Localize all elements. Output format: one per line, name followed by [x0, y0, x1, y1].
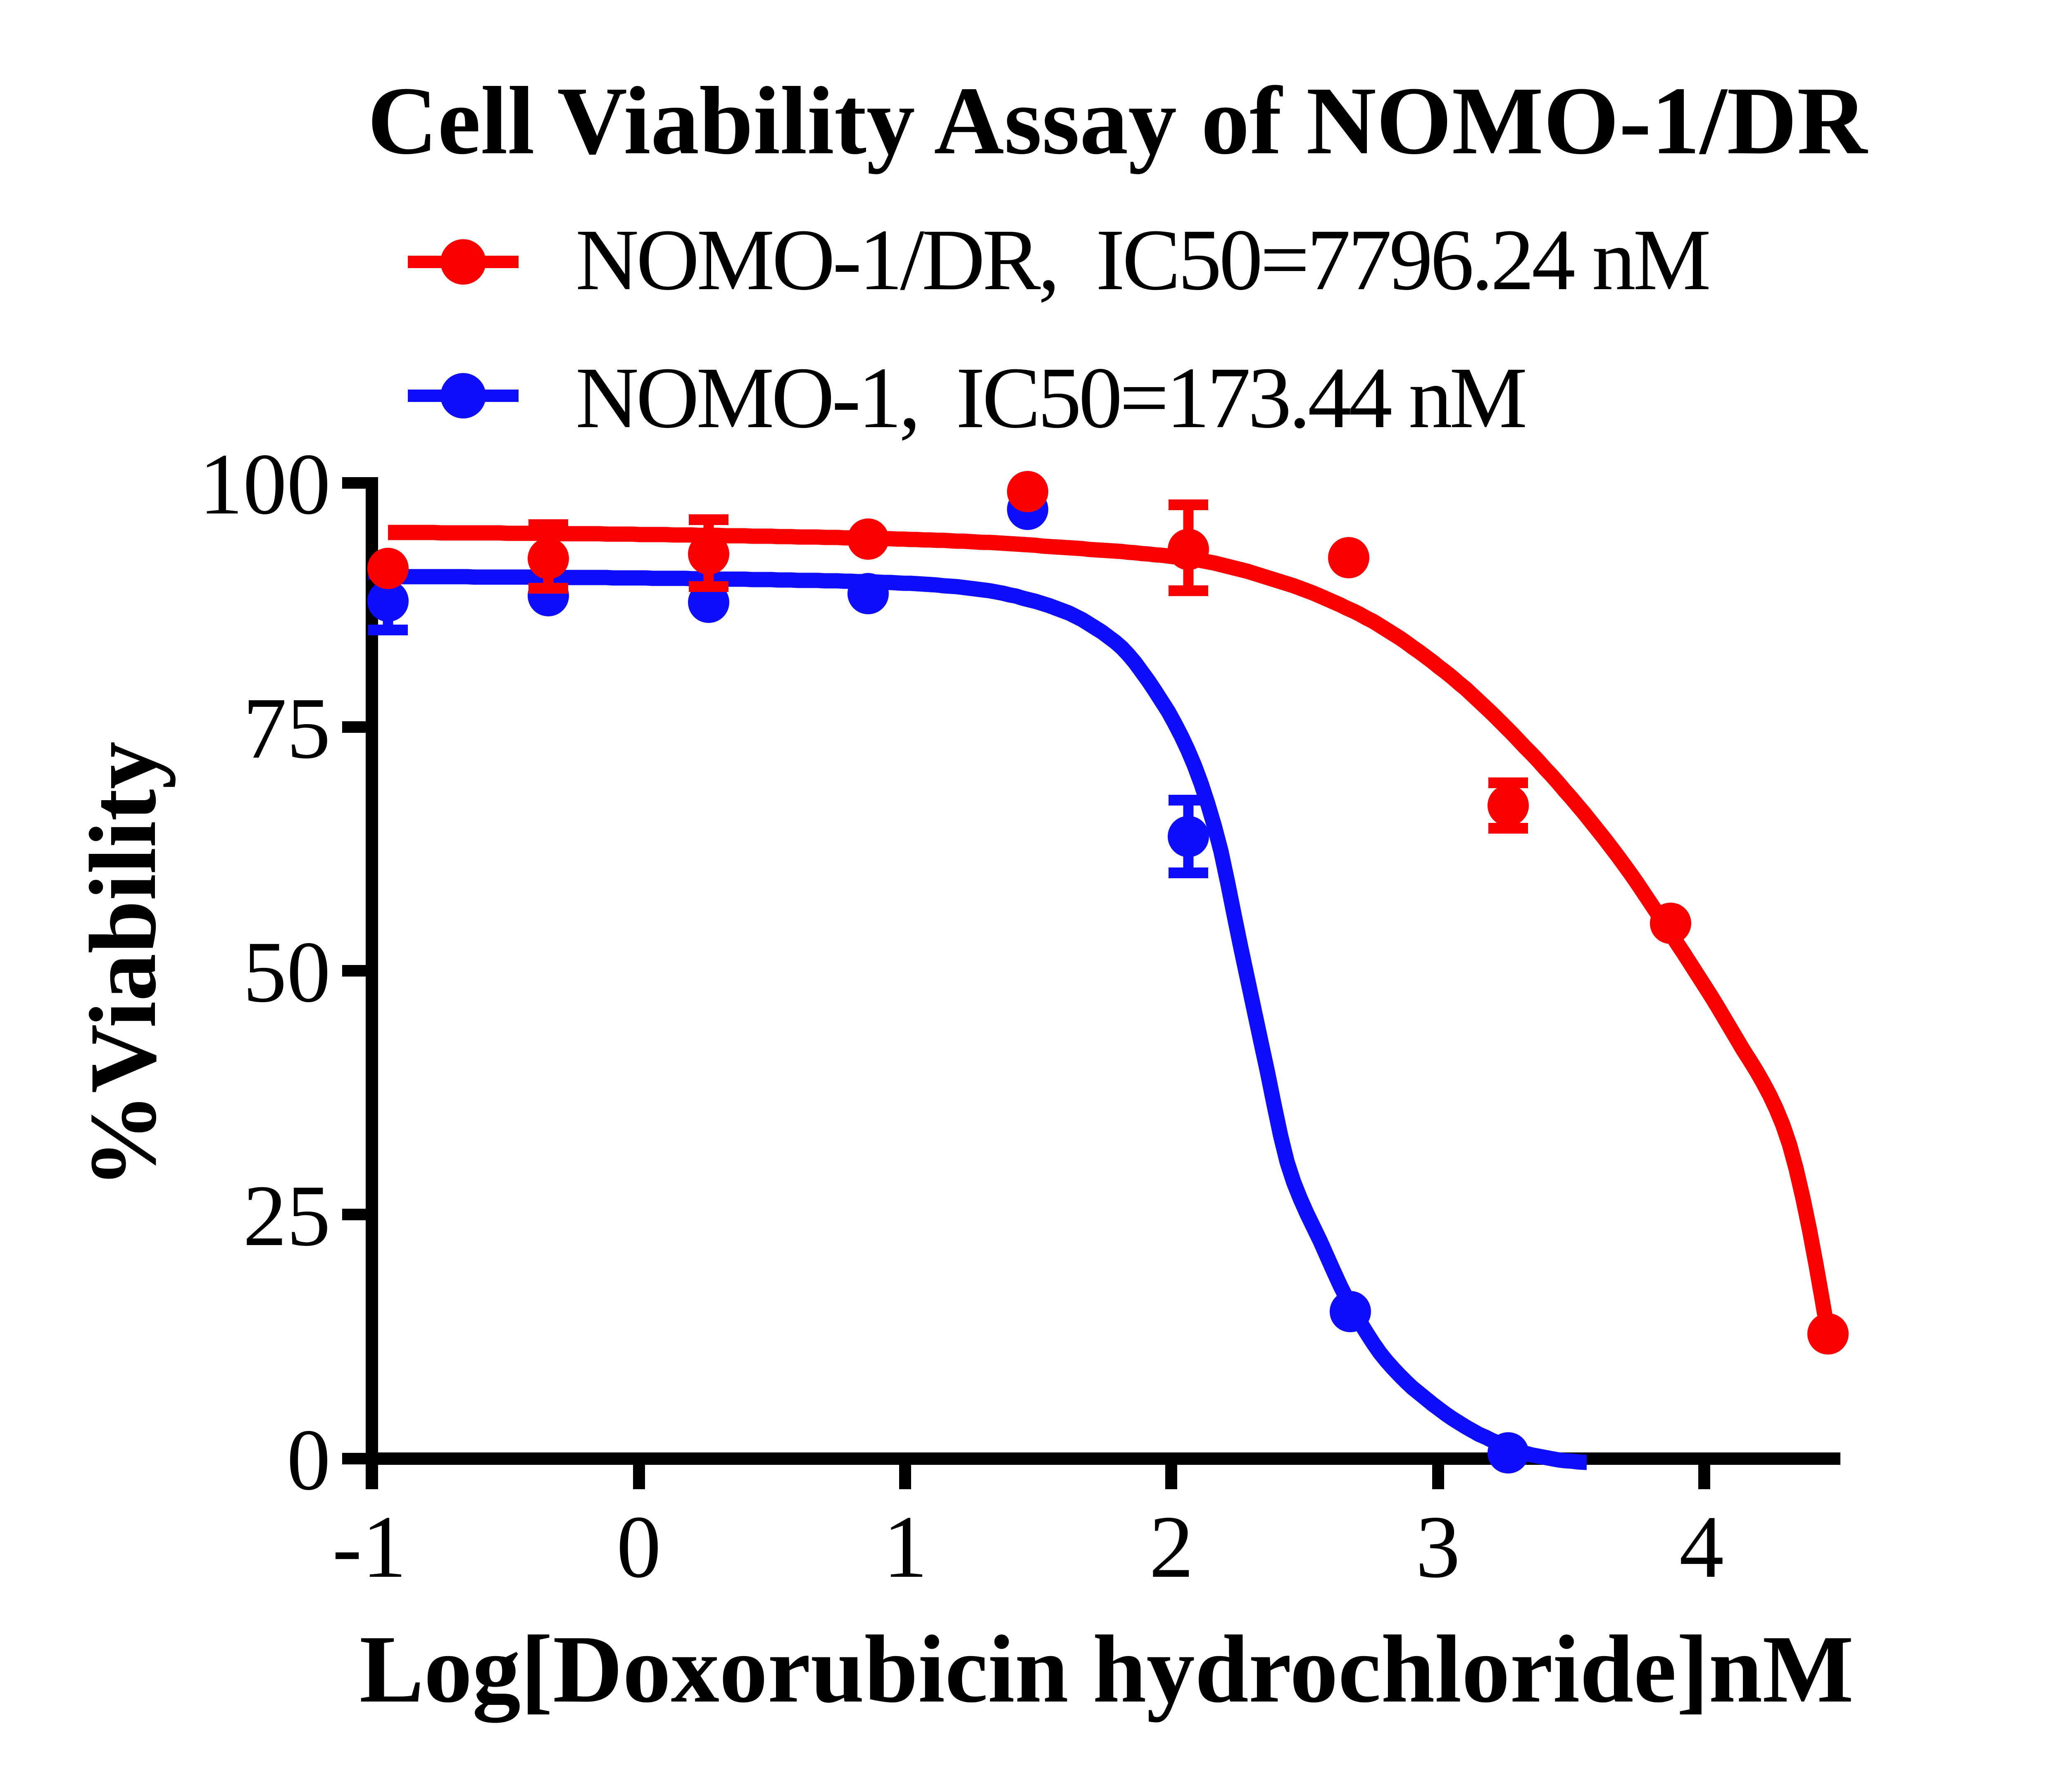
svg-text:4: 4 [1679, 1497, 1724, 1596]
svg-text:100: 100 [199, 435, 331, 532]
svg-text:0: 0 [616, 1497, 661, 1596]
svg-text:1: 1 [883, 1497, 928, 1596]
svg-text:75: 75 [243, 680, 331, 777]
svg-text:50: 50 [243, 923, 331, 1020]
svg-text:Cell Viability Assay of NOMO-1: Cell Viability Assay of NOMO-1/DR [367, 67, 1868, 174]
svg-text:3: 3 [1416, 1497, 1460, 1596]
svg-text:2: 2 [1149, 1497, 1194, 1596]
svg-text:NOMO-1, IC50=173.44 nM: NOMO-1, IC50=173.44 nM [576, 349, 1525, 446]
svg-text:NOMO-1/DR, IC50=7796.24 nM: NOMO-1/DR, IC50=7796.24 nM [576, 211, 1709, 308]
svg-text:-1: -1 [332, 1497, 407, 1596]
svg-text:%Viability: %Viability [70, 742, 176, 1188]
svg-text:25: 25 [243, 1167, 331, 1264]
svg-text:0: 0 [287, 1411, 331, 1508]
svg-text:Log[Doxorubicin hydrochloride]: Log[Doxorubicin hydrochloride]nM [359, 1615, 1854, 1723]
